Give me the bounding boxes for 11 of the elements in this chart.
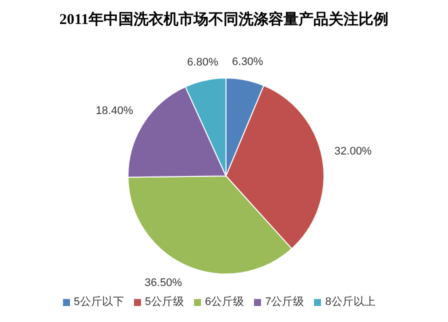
data-label: 36.50% xyxy=(144,276,182,289)
data-label: 6.30% xyxy=(232,56,264,68)
legend-label: 8公斤以上 xyxy=(325,296,376,308)
data-label: 32.00% xyxy=(334,145,372,158)
data-label: 18.40% xyxy=(96,105,134,118)
legend-label: 5公斤级 xyxy=(144,296,184,308)
legend-label: 6公斤级 xyxy=(204,296,244,308)
data-label: 6.80% xyxy=(187,56,218,68)
legend-label: 7公斤级 xyxy=(265,296,304,308)
chart-title: 2011年中国洗衣机市场不同洗涤容量产品关注比例 xyxy=(58,10,390,30)
legend-label: 5公斤以下 xyxy=(74,296,124,308)
